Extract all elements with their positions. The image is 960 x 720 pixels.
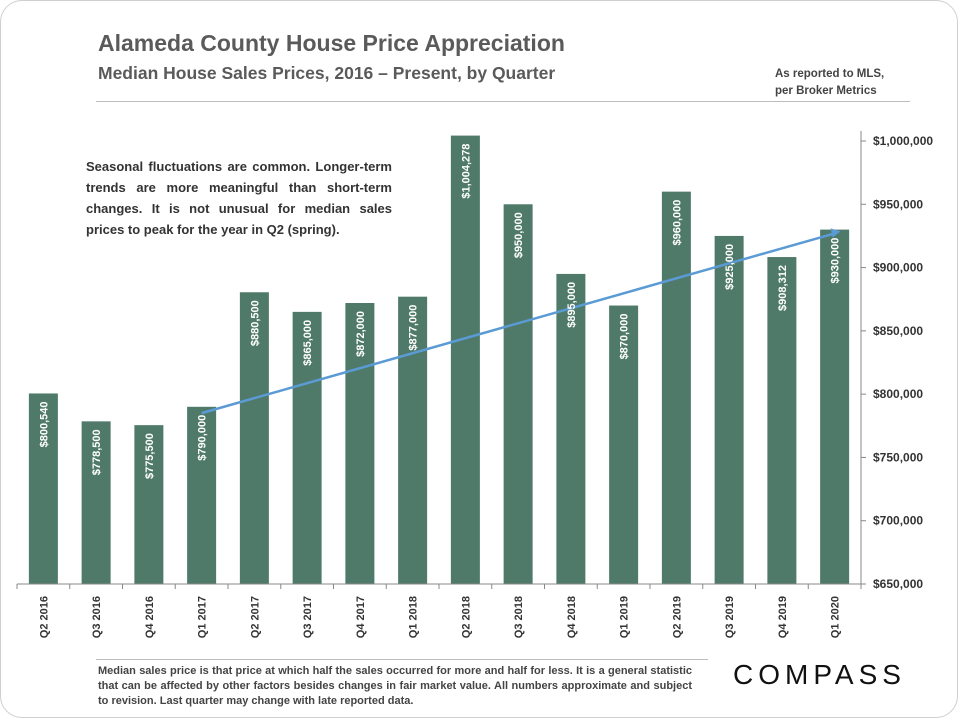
- y-tick-label: $950,000: [873, 197, 923, 211]
- data-label: $775,500: [144, 433, 156, 479]
- x-tick-label: Q3 2017: [302, 596, 314, 638]
- data-label: $800,540: [38, 401, 50, 447]
- source-line-2: per Broker Metrics: [775, 85, 877, 97]
- data-label: $872,000: [355, 311, 367, 357]
- y-tick-label: $850,000: [873, 324, 923, 338]
- chart-title: Alameda County House Price Appreciation: [98, 30, 565, 56]
- bar-q2-2019: [661, 191, 691, 584]
- data-label: $908,312: [777, 265, 789, 311]
- data-label: $930,000: [830, 238, 842, 284]
- y-tick-label: $700,000: [873, 514, 923, 528]
- y-tick-label: $650,000: [873, 577, 923, 591]
- data-label: $880,500: [249, 300, 261, 346]
- x-tick-label: Q4 2019: [777, 596, 789, 638]
- footnote: Median sales price is that price at whic…: [98, 665, 692, 707]
- x-tick-label: Q1 2020: [830, 596, 842, 638]
- data-label: $895,000: [566, 282, 578, 328]
- chart-subtitle: Median House Sales Prices, 2016 – Presen…: [98, 63, 556, 83]
- bar-q1-2019: [609, 305, 639, 584]
- bar-q2-2016: [28, 393, 58, 584]
- x-tick-label: Q3 2019: [724, 596, 736, 638]
- trend-arrowhead: [830, 228, 841, 238]
- bar-q3-2017: [292, 311, 322, 584]
- data-label: $950,000: [513, 212, 525, 258]
- x-tick-label: Q2 2016: [38, 596, 50, 638]
- bar-q1-2017: [187, 406, 217, 584]
- bar-q3-2018: [503, 204, 533, 585]
- header-divider: [96, 101, 910, 102]
- x-tick-label: Q3 2016: [91, 596, 103, 638]
- x-tick-label: Q1 2019: [619, 596, 631, 638]
- footer-divider: [96, 659, 708, 660]
- x-tick-label: Q4 2018: [566, 596, 578, 638]
- y-tick-label: $750,000: [873, 450, 923, 464]
- compass-logo: COMPASS: [733, 659, 906, 690]
- bar-q3-2016: [81, 421, 111, 584]
- x-tick-label: Q2 2018: [460, 596, 472, 638]
- x-tick-label: Q3 2018: [513, 596, 525, 638]
- data-label: $790,000: [197, 415, 209, 461]
- x-tick-label: Q1 2018: [408, 596, 420, 638]
- bar-q4-2019: [767, 257, 797, 584]
- trend-line: [201, 232, 835, 415]
- data-label: $925,000: [724, 244, 736, 290]
- bar-q2-2018: [450, 135, 480, 585]
- source-line-1: As reported to MLS,: [775, 68, 885, 80]
- seasonal-note: Seasonal fluctuations are common. Longer…: [86, 159, 392, 237]
- data-label: $960,000: [671, 200, 683, 246]
- bar-q1-2018: [398, 296, 428, 584]
- x-tick-label: Q4 2017: [355, 596, 367, 638]
- data-label: $870,000: [619, 314, 631, 360]
- y-tick-label: $1,000,000: [873, 134, 933, 148]
- x-tick-label: Q4 2016: [144, 596, 156, 638]
- y-tick-label: $800,000: [873, 387, 923, 401]
- data-label: $778,500: [91, 429, 103, 475]
- bar-q4-2016: [134, 425, 164, 584]
- bar-q4-2017: [345, 303, 375, 584]
- source-note: As reported to MLS, per Broker Metrics: [775, 66, 905, 100]
- bar-q2-2017: [239, 292, 269, 584]
- data-label: $1,004,278: [460, 144, 472, 199]
- bar-q4-2018: [556, 273, 586, 584]
- data-label: $877,000: [408, 305, 420, 351]
- data-label: $865,000: [302, 320, 314, 366]
- x-tick-label: Q1 2017: [197, 596, 209, 638]
- bar-q3-2019: [714, 235, 744, 584]
- x-tick-label: Q2 2017: [249, 596, 261, 638]
- x-tick-label: Q2 2019: [671, 596, 683, 638]
- y-tick-label: $900,000: [873, 261, 923, 275]
- bar-q1-2020: [820, 229, 850, 584]
